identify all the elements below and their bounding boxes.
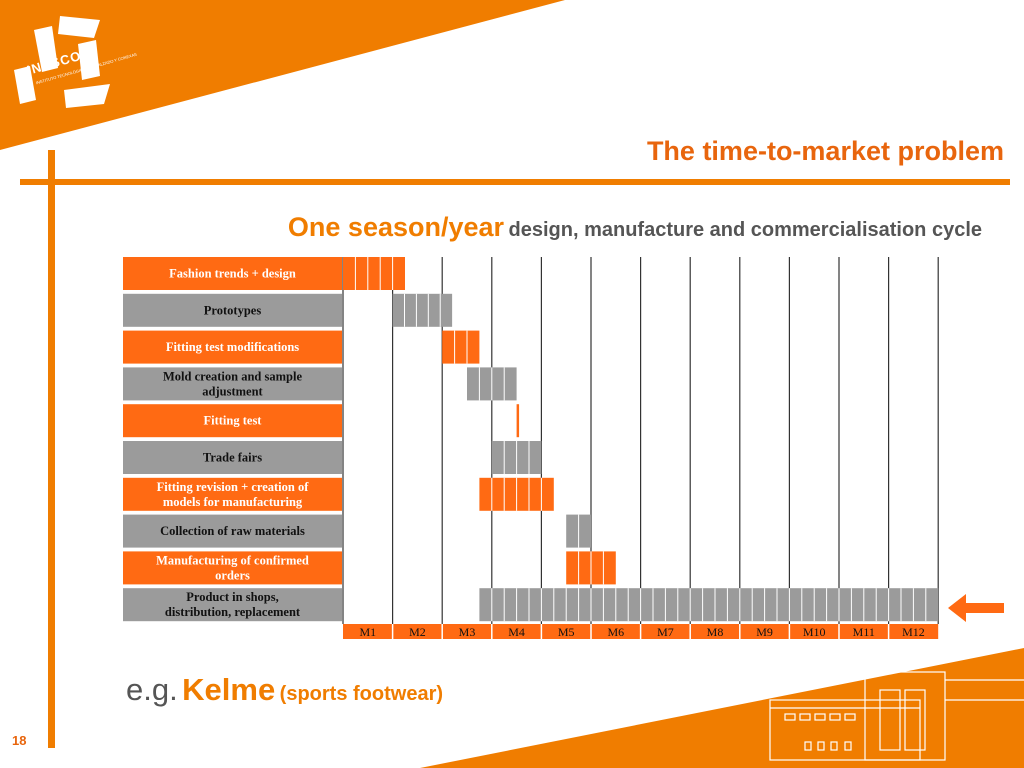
task-bar	[392, 293, 453, 327]
task-label: Fitting test	[204, 414, 263, 428]
task-label: Product in shops,	[186, 590, 279, 604]
task-label: orders	[215, 568, 250, 582]
task-label-box	[123, 257, 342, 290]
task-label: Fashion trends + design	[169, 267, 296, 281]
arrow-left-icon	[948, 594, 1004, 622]
task-bar	[516, 404, 520, 438]
horizontal-accent-line	[20, 179, 1010, 185]
task-label-box	[123, 441, 342, 474]
task-label-box	[123, 404, 342, 438]
month-tick-label: M9	[756, 625, 773, 639]
month-tick-label: M1	[359, 625, 376, 639]
subtitle-rest: design, manufacture and commercialisatio…	[508, 219, 983, 241]
month-tick-label: M12	[902, 625, 925, 639]
task-label-box	[123, 514, 342, 548]
task-label: models for manufacturing	[163, 495, 303, 509]
top-left-orange-band	[0, 0, 565, 150]
month-tick-label: M8	[707, 625, 724, 639]
building-illustration	[769, 671, 1024, 761]
example-brand: Kelme	[182, 672, 276, 707]
task-bar	[442, 330, 480, 364]
task-label: Fitting revision + creation of	[157, 480, 310, 494]
month-tick-label: M11	[853, 625, 875, 639]
vertical-accent-line	[48, 150, 55, 748]
task-label: Collection of raw materials	[160, 524, 305, 538]
task-label-box	[123, 330, 342, 364]
page-number: 18	[12, 733, 27, 748]
logo-mark	[14, 16, 110, 108]
task-label-box	[123, 367, 342, 401]
task-label: Mold creation and sample	[163, 369, 302, 383]
slide-subtitle: One season/year design, manufacture and …	[60, 212, 982, 243]
example-prefix: e.g.	[126, 672, 178, 707]
task-label: Prototypes	[204, 303, 262, 317]
task-label: adjustment	[202, 384, 263, 398]
task-label-box	[123, 588, 342, 622]
month-tick-label: M3	[459, 625, 476, 639]
subtitle-emphasis: One season/year	[287, 212, 505, 242]
slide-title: The time-to-market problem	[646, 136, 1004, 166]
month-tick-label: M6	[607, 625, 624, 639]
task-label-box	[123, 293, 342, 327]
task-label-box	[123, 477, 342, 511]
task-label: distribution, replacement	[165, 605, 301, 619]
task-label: Manufacturing of confirmed	[156, 553, 309, 567]
month-tick-label: M10	[803, 625, 826, 639]
month-tick-label: M7	[657, 625, 674, 639]
task-label: Fitting test modifications	[166, 340, 299, 354]
example-line: e.g. Kelme (sports footwear)	[126, 672, 443, 708]
month-tick-label: M2	[409, 625, 426, 639]
month-tick-label: M4	[508, 625, 525, 639]
task-bar	[479, 588, 939, 622]
example-note: (sports footwear)	[279, 683, 444, 705]
bottom-right-orange-band	[420, 648, 1024, 768]
month-tick-label: M5	[558, 625, 575, 639]
task-bar	[343, 257, 405, 290]
task-label: Trade fairs	[203, 451, 262, 465]
task-label-box	[123, 551, 342, 585]
